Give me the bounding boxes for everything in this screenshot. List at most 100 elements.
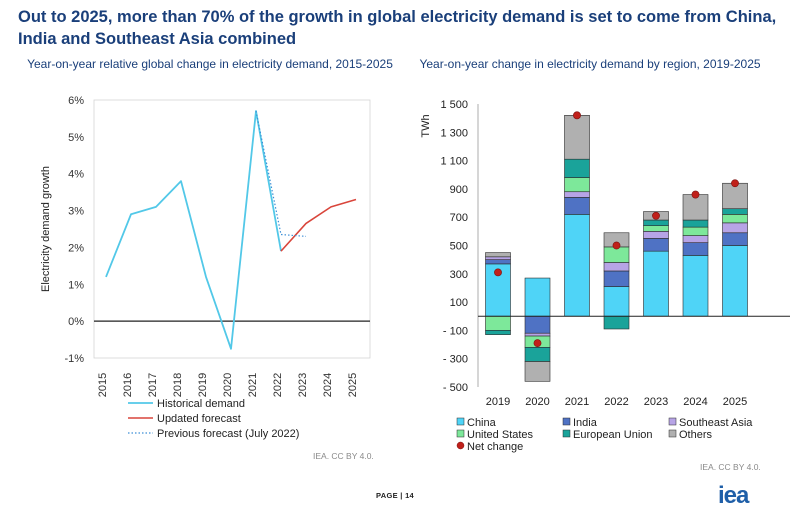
page-title: Out to 2025, more than 70% of the growth…: [18, 8, 777, 48]
bar-india-2024: [682, 242, 709, 256]
bar-india-2019: [485, 259, 511, 265]
y-tick-label: -1%: [64, 353, 84, 365]
bar-india-2022: [603, 270, 630, 287]
iea-logo: iea: [718, 482, 749, 509]
x-tick-label: 2023: [297, 373, 309, 397]
x-tick-label: 2021: [565, 396, 589, 408]
legend-label: United States: [467, 429, 534, 441]
legend-label: India: [573, 417, 598, 429]
left-credit: IEA. CC BY 4.0.: [313, 451, 374, 461]
bar-european-union-2024: [682, 219, 709, 228]
legend-label: Others: [679, 429, 713, 441]
legend-swatch-southeast-asia: [668, 417, 677, 426]
x-tick-label: 2020: [525, 396, 549, 408]
y-tick-label: - 300: [443, 354, 468, 366]
legend-label: Net change: [467, 441, 523, 453]
y-tick-label: 1 300: [440, 127, 468, 139]
bar-southeast-asia-2019: [485, 256, 511, 260]
right-credit: IEA. CC BY 4.0.: [700, 462, 761, 472]
x-tick-label: 2019: [197, 373, 209, 397]
x-tick-label: 2016: [122, 373, 134, 397]
bar-southeast-asia-2020: [524, 332, 551, 337]
x-tick-label: 2022: [272, 373, 284, 397]
bar-southeast-asia-2023: [643, 231, 669, 239]
bar-european-union-2025: [722, 208, 748, 215]
net-change-dot-2021: [573, 111, 581, 120]
bar-others-2019: [485, 252, 511, 258]
x-tick-label: 2023: [644, 396, 668, 408]
y-tick-label: 700: [450, 212, 468, 224]
y-tick-label: 1 100: [440, 156, 468, 168]
bar-others-2025: [722, 182, 748, 210]
bar-southeast-asia-2022: [603, 262, 630, 272]
previous-forecast-line: [255, 110, 307, 237]
bar-european-union-2021: [564, 158, 590, 178]
bar-china-2024: [682, 255, 709, 317]
legend-swatch-others: [668, 429, 677, 438]
y-tick-label: 5%: [68, 132, 84, 144]
net-change-dot-2024: [691, 190, 700, 199]
bar-southeast-asia-2021: [564, 191, 590, 198]
y-tick-label: - 100: [443, 325, 468, 337]
legend-label: Historical demand: [157, 398, 245, 410]
legend-swatch-india: [562, 417, 571, 426]
bar-united-states-2025: [722, 214, 748, 224]
legend-label: China: [467, 417, 497, 429]
bar-united-states-2019: [485, 315, 511, 331]
x-tick-label: 2019: [486, 396, 510, 408]
net-change-dot-2019: [494, 268, 502, 277]
legend-swatch-united-states: [456, 429, 465, 438]
bar-european-union-2020: [524, 347, 551, 362]
net-change-dot-2025: [731, 179, 739, 188]
bar-china-2020: [524, 277, 551, 317]
y-axis-label: TWh: [420, 114, 432, 137]
x-tick-label: 2025: [723, 396, 747, 408]
bar-china-2025: [722, 245, 748, 317]
y-tick-label: 100: [450, 297, 468, 309]
historical-demand-line: [105, 110, 282, 350]
y-tick-label: 900: [450, 184, 468, 196]
bar-united-states-2024: [682, 226, 709, 236]
bar-india-2025: [722, 232, 748, 246]
y-tick-label: 2%: [68, 242, 84, 254]
y-tick-label: 0%: [68, 316, 84, 328]
bar-china-2023: [643, 250, 669, 317]
plot-area: [93, 99, 371, 359]
bar-others-2020: [524, 361, 551, 382]
bar-chart: 1 500 1 300 1 100 900 700 500 300 100 - 100 - 300…: [420, 99, 790, 453]
x-tick-label: 2024: [322, 373, 334, 397]
legend-label: Southeast Asia: [679, 417, 753, 429]
bar-india-2023: [643, 238, 669, 252]
legend-swatch-china: [456, 417, 465, 426]
y-axis-label: Electricity demand growth: [40, 166, 52, 292]
page-number: PAGE | 14: [376, 491, 415, 500]
right-chart-title: Year-on-year change in electricity deman…: [419, 57, 761, 71]
bar-united-states-2023: [643, 225, 669, 232]
bar-india-2020: [524, 315, 551, 334]
bar-china-2021: [564, 214, 590, 317]
x-tick-label: 2022: [604, 396, 628, 408]
y-tick-label: 4%: [68, 169, 84, 181]
legend-swatch-net-change: [456, 441, 465, 450]
bar-others-2024: [682, 194, 709, 221]
bar-china-2022: [603, 286, 630, 317]
legend-label: Updated forecast: [157, 413, 241, 425]
y-tick-label: 6%: [68, 95, 84, 107]
legend-swatch-european-union: [562, 429, 571, 438]
x-tick-label: 2018: [172, 373, 184, 397]
bar-southeast-asia-2024: [682, 235, 709, 243]
net-change-dot-2022: [612, 241, 621, 250]
bar-southeast-asia-2025: [722, 222, 748, 234]
x-tick-label: 2017: [147, 373, 159, 397]
y-tick-label: 3%: [68, 206, 84, 218]
y-tick-label: 1%: [68, 279, 84, 291]
x-tick-label: 2015: [97, 373, 109, 397]
y-tick-label: - 500: [443, 382, 468, 394]
bar-others-2021: [564, 115, 590, 160]
left-chart-title: Year-on-year relative global change in e…: [27, 57, 393, 71]
legend-label: Previous forecast (July 2022): [157, 428, 299, 440]
x-tick-label: 2025: [347, 373, 359, 397]
net-change-dot-2023: [652, 211, 660, 220]
bar-united-states-2021: [564, 177, 590, 193]
legend-label: European Union: [573, 429, 653, 441]
